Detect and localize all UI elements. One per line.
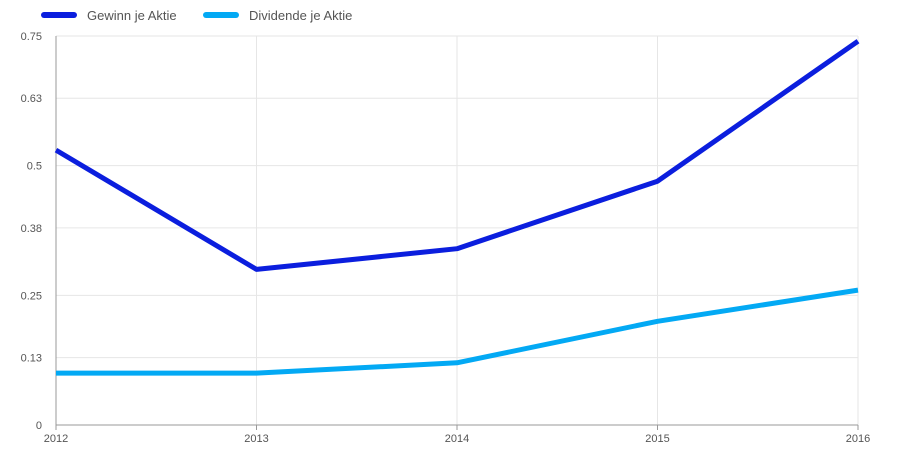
x-axis-ticks: 2012 2013 2014 2015 2016	[44, 425, 870, 445]
x-tick-label: 2013	[244, 433, 268, 445]
legend-swatch-dividende	[203, 12, 239, 18]
y-tick-label: 0.5	[27, 161, 42, 173]
y-tick-label: 0.63	[21, 93, 42, 105]
x-tick-label: 2015	[645, 433, 669, 445]
x-tick-label: 2016	[846, 433, 870, 445]
series-line-0[interactable]	[54, 39, 860, 272]
legend-item-gewinn[interactable]: Gewinn je Aktie	[41, 8, 177, 23]
y-tick-label: 0.38	[21, 223, 42, 235]
legend-label-dividende: Dividende je Aktie	[249, 8, 352, 23]
y-tick-label: 0.13	[21, 353, 42, 365]
series-lines	[54, 39, 860, 376]
legend-label-gewinn: Gewinn je Aktie	[87, 8, 177, 23]
y-axis-ticks: 0 0.13 0.25 0.38 0.5 0.63 0.75	[21, 31, 42, 432]
y-tick-label: 0.25	[21, 290, 42, 302]
y-tick-label: 0	[36, 420, 42, 432]
legend: Gewinn je Aktie Dividende je Aktie	[41, 8, 352, 23]
legend-swatch-gewinn	[41, 12, 77, 18]
series-line-1[interactable]	[56, 287, 859, 376]
x-tick-label: 2014	[445, 433, 469, 445]
x-tick-label: 2012	[44, 433, 68, 445]
grid-lines	[56, 35, 859, 425]
legend-item-dividende[interactable]: Dividende je Aktie	[203, 8, 352, 23]
y-tick-label: 0.75	[21, 31, 42, 43]
